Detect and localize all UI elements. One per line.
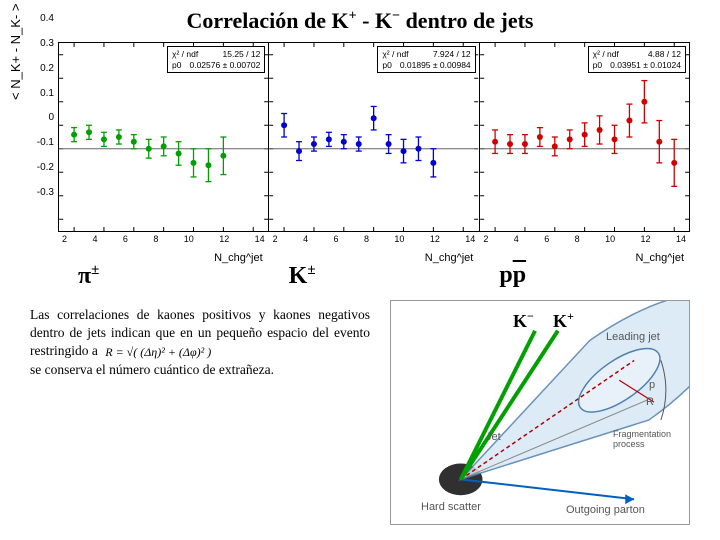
xaxis-label: N_chg^jet [635,252,684,264]
hard-scatter-label: Hard scatter [421,501,481,513]
stat-p0-label: p0 [593,60,602,71]
ytick: -0.2 [26,163,54,173]
chart-panel-kaon: χ² / ndf 7.924 / 12 p0 0.01895 ± 0.00984 [269,43,479,231]
leading-label: Leading jet [606,331,660,343]
title-sup1: + [349,9,357,24]
stat-chi2-value: 4.88 / 12 [648,49,681,60]
chart-panel-pion: χ² / ndf 15.25 / 12 p0 0.02576 ± 0.00702 [59,43,269,231]
explanation-text: Las correlaciones de kaones positivos y … [30,300,370,380]
p-label: p [649,379,655,391]
xtick: 4 [303,234,308,244]
stat-chi2-value: 15.25 / 12 [223,49,261,60]
chart-panel-proton: χ² / ndf 4.88 / 12 p0 0.03951 ± 0.01024 [480,43,689,231]
panel-labels-row: π± K± pp [58,262,690,290]
xaxis-cell: 2 4 6 8 10 12 14 N_chg^jet [269,232,480,262]
panel-label-proton: pp [479,262,690,290]
xtick: 14 [255,234,265,244]
stat-box-kaon: χ² / ndf 7.924 / 12 p0 0.01895 ± 0.00984 [377,46,475,73]
xtick: 2 [483,234,488,244]
stat-chi2-label: χ² / ndf [593,49,619,60]
stat-chi2-label: χ² / ndf [382,49,408,60]
frag-label: Fragmentation process [613,429,685,449]
panel-label-pion: π± [58,262,269,290]
y-axis-ticks: 0.4 0.3 0.2 0.1 0 -0.1 -0.2 -0.3 [26,14,54,198]
ytick: 0.4 [26,14,54,24]
para-line2: se conserva el número cuántico de extrañ… [30,362,274,377]
xtick: 10 [394,234,404,244]
xaxis-ticks: 2 4 6 8 10 12 14 [269,232,480,244]
stat-chi2-label: χ² / ndf [172,49,198,60]
xtick: 12 [219,234,229,244]
xtick: 12 [430,234,440,244]
k-plus-label: K+ [553,309,574,332]
title-sup2: − [392,9,400,24]
k-minus-label: K− [513,309,534,332]
R-label: R [646,396,654,408]
xtick: 14 [676,234,686,244]
panel-label-kaon: K± [269,262,480,290]
stat-box-proton: χ² / ndf 4.88 / 12 p0 0.03951 ± 0.01024 [588,46,686,73]
stat-p0-label: p0 [172,60,181,71]
xaxis-ticks: 2 4 6 8 10 12 14 [58,232,269,244]
xaxis-label: N_chg^jet [425,252,474,264]
xaxis-ticks: 2 4 6 8 10 12 14 [479,232,690,244]
xaxis-cell: 2 4 6 8 10 12 14 N_chg^jet [58,232,269,262]
xtick: 14 [465,234,475,244]
ytick: -0.3 [26,188,54,198]
xtick: 8 [575,234,580,244]
outgoing-parton-arrow [625,494,634,504]
stat-p0-value: 0.01895 ± 0.00984 [400,60,471,71]
title-mid: - K [357,8,392,33]
title-prefix: Correlación de K [187,8,349,33]
jet-label: Jet [486,431,501,443]
stat-p0-label: p0 [382,60,391,71]
ytick: 0.1 [26,89,54,99]
chart-panels: χ² / ndf 15.25 / 12 p0 0.02576 ± 0.00702 χ… [58,42,690,232]
xtick: 12 [641,234,651,244]
stat-chi2-value: 7.924 / 12 [433,49,471,60]
xaxis-cell: 2 4 6 8 10 12 14 N_chg^jet [479,232,690,262]
y-axis-label: < N_K+ - N_K- > [8,4,23,100]
xtick: 4 [514,234,519,244]
x-axis-row: 2 4 6 8 10 12 14 N_chg^jet 2 4 6 8 10 12… [58,232,690,262]
xtick: 6 [123,234,128,244]
xtick: 4 [92,234,97,244]
ytick: 0 [26,113,54,123]
stat-box-pion: χ² / ndf 15.25 / 12 p0 0.02576 ± 0.00702 [167,46,265,73]
jet-diagram: K− K+ Leading jet R p Jet Fragmentation … [390,300,690,525]
xtick: 10 [184,234,194,244]
page-title: Correlación de K+ - K− dentro de jets [0,0,720,38]
ytick: 0.2 [26,64,54,74]
ytick: 0.3 [26,39,54,49]
xtick: 6 [334,234,339,244]
xtick: 10 [605,234,615,244]
xaxis-label: N_chg^jet [214,252,263,264]
title-suffix: dentro de jets [400,8,533,33]
xtick: 6 [544,234,549,244]
stat-p0-value: 0.03951 ± 0.01024 [610,60,681,71]
xtick: 8 [153,234,158,244]
xtick: 2 [62,234,67,244]
formula: R = √( (Δη)² + (Δφ)² ) [101,343,215,361]
ytick: -0.1 [26,138,54,148]
xtick: 8 [364,234,369,244]
outgoing-parton-line [461,479,634,499]
outgoing-label: Outgoing parton [566,504,645,516]
bottom-row: Las correlaciones de kaones positivos y … [30,300,690,525]
xtick: 2 [273,234,278,244]
stat-p0-value: 0.02576 ± 0.00702 [189,60,260,71]
